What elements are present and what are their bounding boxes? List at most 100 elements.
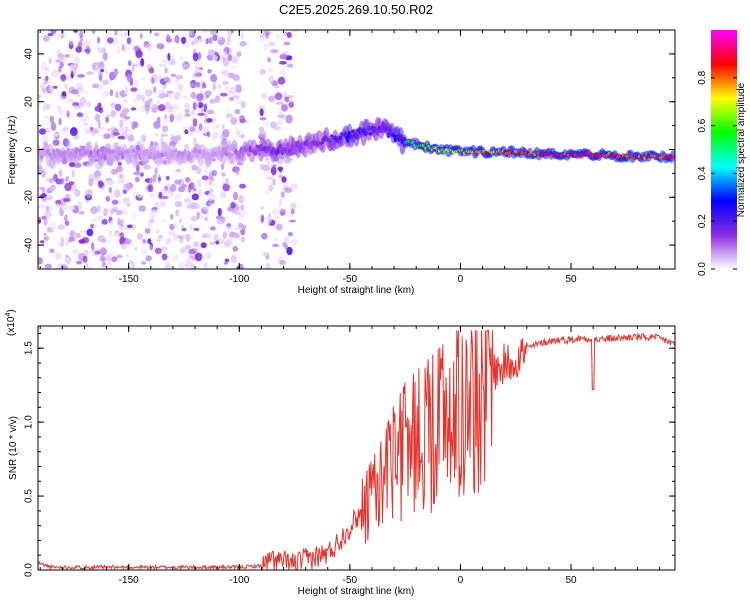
spectrogram-noise-blob [156, 100, 161, 105]
spectrogram-noise-blob [136, 62, 142, 67]
spectrogram-noise-blob [97, 204, 101, 214]
spectrogram-noise-blob [69, 127, 78, 137]
spectrogram-noise-blob [148, 98, 153, 102]
spectrogram-noise-blob [149, 101, 155, 109]
spectrogram-noise-blob [75, 82, 84, 92]
spectrogram-noise-blob [47, 32, 54, 37]
spectrogram-noise-blob [122, 108, 130, 114]
spectrogram-noise-blob [80, 229, 88, 233]
spectrogram-noise-blob [152, 86, 157, 92]
spectrogram-noise-blob [38, 104, 43, 109]
spectrogram-noise-blob [198, 123, 203, 131]
spectrogram-noise-blob [39, 186, 45, 191]
spectrogram-noise-blob [72, 250, 80, 255]
spectrogram-noise-blob [259, 37, 266, 42]
spectrogram-noise-blob [64, 53, 71, 58]
spectrogram-noise-blob [183, 102, 190, 107]
spectrogram-noise-blob [91, 83, 100, 89]
spectrogram-noise-blob [175, 74, 184, 80]
spectrogram-noise-blob [274, 126, 282, 131]
spectrogram-noise-blob [284, 254, 290, 262]
spectrogram-noise-blob [59, 110, 66, 115]
spectrogram-noise-blob [126, 203, 131, 207]
spectrogram-y-tick-label: -40 [24, 237, 35, 252]
spectrogram-noise-blob [179, 235, 183, 240]
spectrogram-noise-blob [197, 112, 205, 117]
spectrogram-noise-blob [170, 58, 176, 66]
spectrogram-noise-blob [182, 63, 189, 71]
spectrogram-noise-blob [161, 59, 167, 64]
spectrogram-noise-blob [106, 127, 114, 132]
spectrogram-noise-blob [289, 99, 293, 105]
spectrogram-noise-blob [123, 184, 128, 189]
spectrogram-noise-blob [224, 85, 229, 93]
spectrogram-noise-blob [227, 30, 232, 39]
spectrogram-noise-blob [140, 133, 146, 143]
spectrogram-noise-blob [140, 104, 147, 113]
spectrogram-panel: -150 -100 -50 0 50 -40 -20 0 20 40 Height of str… [7, 29, 676, 296]
spectrogram-noise-blob [240, 100, 246, 109]
spectrogram-y-axis-label: Frequency (Hz) [7, 116, 18, 185]
spectrogram-noise-blob [78, 210, 85, 215]
spectrogram-noise-blob [155, 60, 160, 64]
spectrogram-ridge-core [398, 134, 403, 139]
spectrogram-noise-blob [158, 63, 167, 67]
spectrogram-noise-blob [177, 112, 184, 122]
spectrogram-noise-blob [219, 54, 224, 64]
spectrogram-noise-blob [291, 239, 298, 245]
spectrogram-noise-blob [54, 252, 63, 260]
spectrogram-noise-blob [92, 128, 99, 135]
spectrogram-noise-blob [203, 124, 208, 134]
spectrogram-noise-blob [66, 47, 71, 52]
spectrogram-noise-blob [144, 253, 148, 258]
spectrogram-noise-blob [115, 230, 119, 234]
spectrogram-noise-blob [198, 37, 203, 44]
spectrogram-noise-blob [170, 183, 177, 192]
spectrogram-noise-blob [98, 83, 103, 91]
spectrogram-noise-blob [215, 124, 220, 129]
spectrogram-noise-blob [45, 177, 50, 183]
spectrogram-noise-blob [204, 112, 208, 119]
spectrogram-noise-blob [274, 237, 278, 245]
spectrogram-noise-blob [103, 208, 108, 217]
spectrogram-noise-blob [193, 241, 199, 248]
snr-x-tick-label: -150 [119, 575, 139, 586]
spectrogram-noise-blob [118, 224, 126, 231]
spectrogram-noise-blob [56, 105, 62, 112]
spectrogram-noise-blob [281, 176, 287, 183]
spectrogram-noise-blob [112, 37, 120, 45]
spectrogram-noise-blob [140, 76, 146, 81]
spectrogram-noise-blob [175, 168, 182, 173]
spectrogram-noise-blob [147, 184, 154, 193]
spectrogram-noise-blob [103, 133, 111, 139]
spectrogram-noise-blob [119, 126, 127, 133]
spectrogram-noise-blob [279, 53, 288, 60]
spectrogram-noise-blob [60, 74, 67, 82]
spectrogram-noise-blob [279, 259, 286, 266]
spectrogram-noise-blob [236, 162, 242, 167]
spectrogram-noise-blob [262, 164, 270, 172]
spectrogram-ridge-halo [319, 140, 326, 153]
spectrogram-noise-blob [203, 117, 208, 125]
spectrogram-noise-blob [104, 68, 108, 75]
spectrogram-noise-blob [165, 238, 171, 243]
spectrogram-noise-blob [40, 240, 45, 244]
spectrogram-noise-blob [43, 103, 51, 110]
spectrogram-x-tick-label: -50 [343, 274, 358, 285]
snr-y-axis-label: SNR (10 * v/v) [8, 416, 19, 480]
spectrogram-noise-blob [114, 32, 118, 36]
spectrogram-noise-blob [225, 40, 232, 46]
spectrogram-noise-blob [270, 181, 274, 186]
spectrogram-noise-blob [132, 187, 137, 193]
spectrogram-noise-blob [145, 255, 152, 262]
snr-x-tick-label: -100 [229, 575, 249, 586]
spectrogram-noise-blob [38, 257, 43, 265]
spectrogram-noise-blob [72, 105, 79, 109]
spectrogram-noise-blob [159, 200, 167, 207]
spectrogram-noise-blob [212, 54, 219, 61]
spectrogram-noise-blob [61, 55, 66, 64]
spectrogram-noise-blob [178, 54, 184, 61]
spectrogram-noise-blob [154, 247, 162, 254]
spectrogram-noise-blob [236, 51, 242, 57]
spectrogram-noise-blob [190, 215, 198, 222]
